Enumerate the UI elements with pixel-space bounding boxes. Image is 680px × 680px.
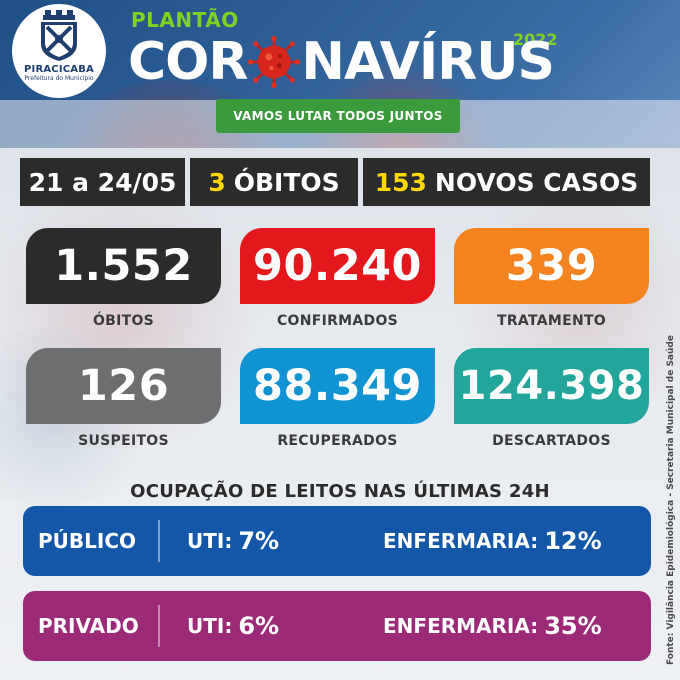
kicker-title: PLANTÃO: [131, 8, 239, 32]
enfermaria-label: ENFERMARIA:: [383, 614, 539, 638]
beds-row-privado: PRIVADO UTI: 6% ENFERMARIA: 35%: [23, 591, 651, 661]
uti-value: 7%: [238, 527, 280, 555]
page-title: COR NAVÍRUS: [128, 26, 555, 98]
stat-label-recuperados: RECUPERADOS: [277, 433, 398, 449]
divider: [158, 605, 160, 647]
new-cases-box: 153 NOVOS CASOS: [363, 158, 650, 206]
beds-row-name: PÚBLICO: [38, 529, 137, 553]
period-box: 21 a 24/05: [20, 158, 185, 206]
stat-label-tratamento: TRATAMENTO: [496, 313, 607, 329]
virus-icon: [248, 36, 301, 88]
city-crest-icon: [41, 10, 77, 61]
source-credit: Fonte: Vigilância Epidemiológica - Secre…: [666, 335, 676, 665]
beds-section-title: OCUPAÇÃO DE LEITOS NAS ÚLTIMAS 24H: [130, 481, 550, 502]
stat-label-confirmados: CONFIRMADOS: [276, 313, 399, 329]
new-deaths-value: 3: [208, 167, 226, 197]
uti-label: UTI:: [187, 614, 233, 638]
beds-row-publico: PÚBLICO UTI: 7% ENFERMARIA: 12%: [23, 506, 651, 576]
year-label: 2022: [513, 30, 558, 49]
uti-occupancy: UTI: 6%: [187, 591, 279, 661]
slogan-text: VAMOS LUTAR TODOS JUNTOS: [233, 109, 443, 123]
stat-card-confirmados: 90.240: [240, 228, 435, 304]
new-cases-label: NOVOS CASOS: [434, 167, 639, 197]
stat-label-obitos: ÓBITOS: [92, 313, 155, 329]
stat-card-descartados: 124.398: [454, 348, 649, 424]
stat-card-obitos: 1.552: [26, 228, 221, 304]
enfermaria-occupancy: ENFERMARIA: 12%: [383, 506, 602, 576]
title-part-2: NAVÍRUS: [301, 32, 555, 92]
uti-value: 6%: [238, 612, 280, 640]
period-text: 21 a 24/05: [28, 167, 177, 197]
enfermaria-value: 12%: [544, 527, 602, 555]
divider: [158, 520, 160, 562]
enfermaria-value: 35%: [544, 612, 602, 640]
uti-label: UTI:: [187, 529, 233, 553]
city-logo: PIRACICABA Prefeitura do Município: [12, 4, 106, 98]
stat-label-descartados: DESCARTADOS: [492, 433, 611, 449]
new-cases-value: 153: [374, 167, 427, 197]
stat-card-suspeitos: 126: [26, 348, 221, 424]
slogan-banner: VAMOS LUTAR TODOS JUNTOS: [216, 99, 460, 133]
city-name: PIRACICABA: [24, 64, 94, 75]
enfermaria-label: ENFERMARIA:: [383, 529, 539, 553]
beds-row-name: PRIVADO: [38, 614, 139, 638]
title-part-1: COR: [128, 32, 248, 92]
uti-occupancy: UTI: 7%: [187, 506, 279, 576]
new-deaths-label: ÓBITOS: [233, 167, 340, 197]
stat-label-suspeitos: SUSPEITOS: [78, 433, 169, 449]
stat-card-tratamento: 339: [454, 228, 649, 304]
stat-card-recuperados: 88.349: [240, 348, 435, 424]
enfermaria-occupancy: ENFERMARIA: 35%: [383, 591, 602, 661]
city-subtitle: Prefeitura do Município: [24, 75, 94, 82]
new-deaths-box: 3 ÓBITOS: [190, 158, 358, 206]
